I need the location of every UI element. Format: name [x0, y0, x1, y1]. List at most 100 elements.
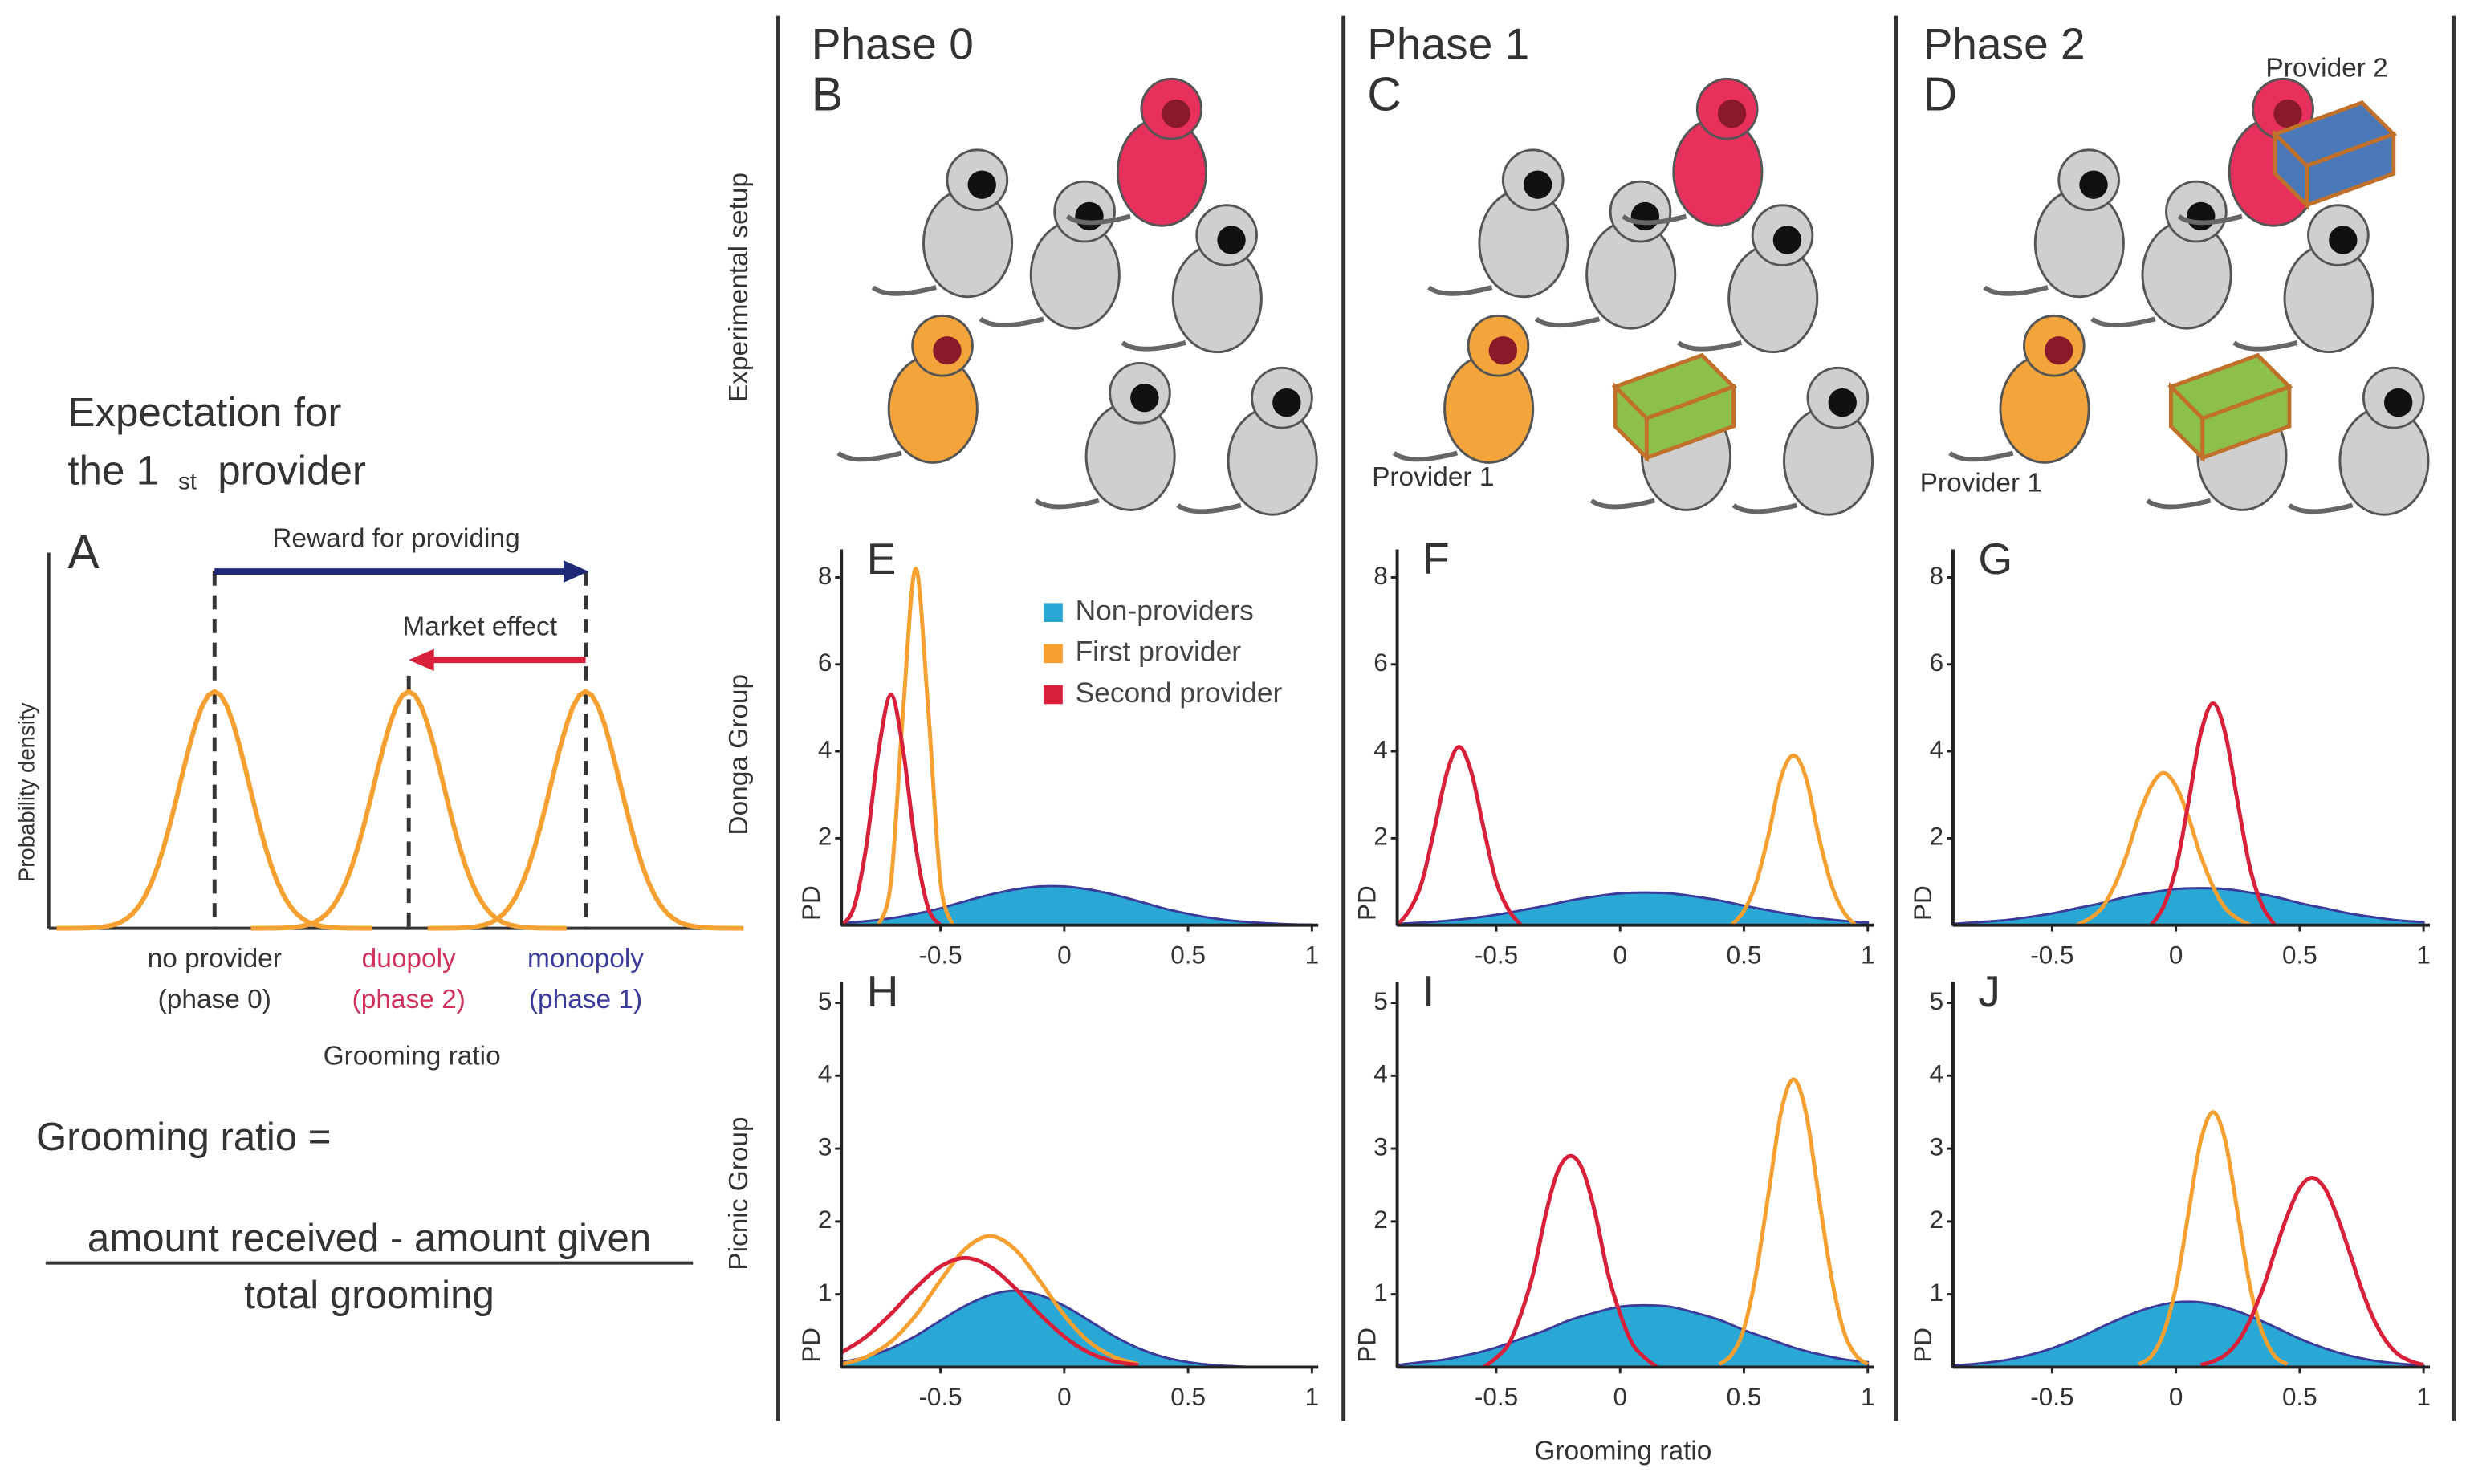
monkey-face [2329, 226, 2358, 254]
monkey [1983, 148, 2125, 299]
y-tick-label: 8 [1373, 562, 1388, 590]
y-tick-label: 3 [818, 1132, 832, 1161]
x-tick-label: 1 [1861, 1383, 1875, 1411]
monkey-tail [2177, 213, 2243, 226]
monkey-face [1162, 99, 1190, 128]
panel-letter: G [1978, 534, 2012, 583]
monkey-tail [2232, 339, 2298, 352]
provider-label: Provider 1 [1920, 469, 2042, 498]
phase-title: Phase 1 [1367, 19, 1529, 69]
y-tick-label: 8 [818, 562, 832, 590]
arrow-label: Market effect [402, 612, 557, 642]
y-tick-label: 6 [1930, 648, 1944, 677]
monkey-face [933, 335, 962, 365]
y-tick-label: 1 [1930, 1279, 1944, 1307]
y-tick-label: 2 [1930, 1205, 1944, 1234]
legend-label: Second provider [1076, 677, 1283, 709]
y-tick-label: 1 [1373, 1279, 1388, 1307]
monkey-face [1828, 388, 1857, 417]
arrow-label: Reward for providing [272, 524, 519, 554]
y-axis-label: PD [797, 1327, 825, 1363]
monkey-tail [1176, 502, 1242, 514]
density-line [2137, 1110, 2289, 1367]
x-tick-label: 0 [1613, 1383, 1627, 1411]
density-area [1951, 1300, 2425, 1368]
x-tick-label: 1 [1305, 1383, 1320, 1411]
y-tick-label: 4 [1373, 1060, 1388, 1088]
x-axis-label: Grooming ratio [324, 1042, 501, 1071]
y-axis-label: PD [1909, 1327, 1937, 1363]
monkey-face [1130, 383, 1159, 413]
monkey-face [2187, 201, 2216, 231]
density-line [1718, 1077, 1870, 1366]
y-tick-label: 4 [1930, 735, 1944, 763]
panel-a-title: the 1 [67, 448, 159, 494]
y-tick-label: 5 [1373, 987, 1388, 1015]
category-label: (phase 1) [529, 985, 642, 1014]
panel-a-title-sup: st [178, 469, 197, 495]
y-tick-label: 2 [818, 1205, 832, 1234]
y-tick-label: 3 [1373, 1132, 1388, 1161]
y-tick-label: 4 [1373, 735, 1388, 763]
panel-letter: E [867, 534, 897, 583]
panel-letter: A [67, 526, 100, 579]
provider-label: Provider 1 [1372, 462, 1494, 492]
monkey [1731, 366, 1874, 516]
monkey [836, 314, 979, 464]
monkey-tail [1983, 285, 2049, 296]
category-label: no provider [148, 944, 282, 974]
y-tick-label: 4 [1930, 1060, 1944, 1088]
monkey-tail [1121, 339, 1186, 352]
y-tick-label: 1 [818, 1279, 832, 1307]
x-tick-label: 0 [2169, 941, 2183, 969]
panel-a-title: provider [218, 448, 366, 494]
monkey-tail [871, 285, 937, 296]
density-area [840, 884, 1313, 927]
y-tick-label: 2 [1373, 1205, 1388, 1234]
x-tick-label: 1 [2416, 1383, 2431, 1411]
monkey-tail [2090, 316, 2156, 328]
x-tick-label: -0.5 [1475, 941, 1518, 969]
density-line [877, 567, 955, 926]
y-tick-label: 5 [1930, 987, 1944, 1015]
monkey [2288, 366, 2430, 516]
row-label: Picnic Group [724, 1116, 754, 1270]
monkey [1176, 366, 1318, 516]
monkey-face [1488, 335, 1518, 365]
x-tick-label: 0.5 [2282, 1383, 2317, 1411]
monkey [1065, 77, 1208, 227]
monkey-face [1717, 99, 1747, 128]
category-label: (phase 0) [158, 985, 271, 1014]
formula: Grooming ratio = [36, 1115, 331, 1159]
provider-label: Provider 2 [2265, 53, 2387, 83]
y-tick-label: 2 [1930, 823, 1944, 851]
monkey [2090, 180, 2232, 330]
monkey-tail [1534, 316, 1601, 328]
monkey [1427, 148, 1569, 299]
monkey-face [1630, 201, 1660, 231]
y-tick-label: 2 [818, 823, 832, 851]
x-tick-label: 1 [1861, 941, 1875, 969]
monkey-face [967, 170, 996, 199]
y-axis-label: PD [1353, 885, 1381, 921]
monkey-face [1075, 201, 1104, 231]
monkey-tail [1948, 450, 2014, 462]
y-axis-label: PD [1353, 1327, 1381, 1363]
y-tick-label: 6 [1373, 648, 1388, 677]
x-tick-label: -0.5 [1475, 1383, 1518, 1411]
monkey-face [1272, 388, 1301, 417]
formula-denominator: total grooming [244, 1273, 494, 1317]
category-label: duopoly [362, 944, 456, 974]
concept-curve [250, 689, 567, 931]
y-tick-label: 6 [818, 648, 832, 677]
x-tick-label: -0.5 [918, 941, 962, 969]
monkey [1948, 314, 2090, 464]
density-line [840, 1255, 1139, 1368]
x-axis-label: Grooming ratio [1534, 1436, 1711, 1466]
x-tick-label: 0 [2169, 1383, 2183, 1411]
density-line [2199, 1175, 2424, 1368]
row-label: Experimental setup [724, 173, 754, 402]
phase-title: Phase 0 [812, 19, 974, 69]
y-axis-label: Probability density [14, 703, 39, 883]
legend-swatch [1044, 603, 1063, 623]
